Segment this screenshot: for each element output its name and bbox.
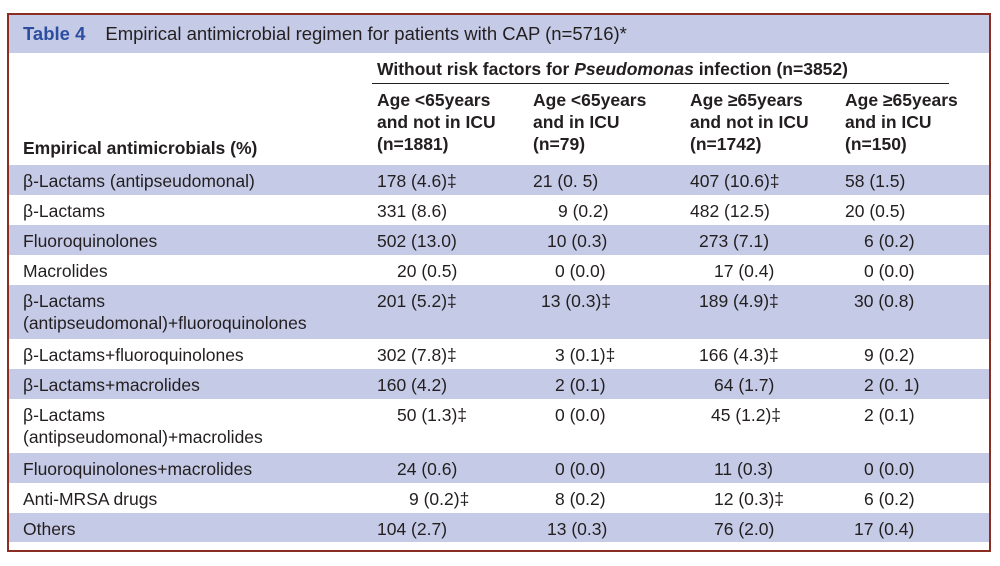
cell: 166 (4.3)‡ xyxy=(699,345,779,365)
row-label: Fluoroquinolones+macrolides xyxy=(23,459,253,479)
cell: 58 (1.5) xyxy=(845,171,906,191)
cell: 2 (0.1) xyxy=(555,375,606,395)
row-label: β-Lactams (antipseudomonal) xyxy=(23,171,255,191)
column-header-line: Age <65years xyxy=(377,90,491,110)
table-header: Without risk factors for Pseudomonas inf… xyxy=(9,55,989,165)
column-header-line: and in ICU xyxy=(845,112,932,132)
table-row: Anti-MRSA drugs 9 (0.2)‡ 8 (0.2) 12 (0.3… xyxy=(9,483,989,513)
cell: 64 (1.7) xyxy=(714,375,775,395)
cell: 50 (1.3)‡ xyxy=(397,405,468,425)
cell: 8 (0.2) xyxy=(555,489,606,509)
row-label: β-Lactams xyxy=(23,201,106,221)
column-header-line: Age ≥65years xyxy=(690,90,803,110)
cell: 407 (10.6)‡ xyxy=(690,171,780,191)
cell: 0 (0.0) xyxy=(555,261,606,281)
table-frame: Table 4 Empirical antimicrobial regimen … xyxy=(7,13,991,552)
column-header-4: Age ≥65years and in ICU (n=150) xyxy=(845,89,958,155)
cell: 482 (12.5) xyxy=(690,201,770,221)
column-header-2: Age <65years and in ICU (n=79) xyxy=(533,89,646,155)
cell: 0 (0.0) xyxy=(555,459,606,479)
cell: 9 (0.2) xyxy=(864,345,915,365)
cell: 0 (0.0) xyxy=(864,459,915,479)
column-header-line: Age ≥65years xyxy=(845,90,958,110)
cell: 3 (0.1)‡ xyxy=(555,345,616,365)
row-label: β-Lactams+macrolides xyxy=(23,375,200,395)
cell: 201 (5.2)‡ xyxy=(377,291,457,311)
cell: 76 (2.0) xyxy=(714,519,775,539)
group-header-pre: Without risk factors for xyxy=(377,59,575,79)
row-header: Empirical antimicrobials (%) xyxy=(23,138,258,158)
cell: 273 (7.1) xyxy=(699,231,770,251)
cell: 17 (0.4) xyxy=(854,519,915,539)
column-header-line: and in ICU xyxy=(533,112,620,132)
column-header-line: (n=150) xyxy=(845,134,907,154)
table-row: Others 104 (2.7) 13 (0.3) 76 (2.0) 17 (0… xyxy=(9,513,989,542)
column-header-line: and not in ICU xyxy=(690,112,809,132)
cell: 302 (7.8)‡ xyxy=(377,345,457,365)
row-label: Others xyxy=(23,519,76,539)
group-header-post: infection (n=3852) xyxy=(693,59,848,79)
cell: 21 (0. 5) xyxy=(533,171,599,191)
column-header-1: Age <65years and not in ICU (n=1881) xyxy=(377,89,496,155)
cell: 9 (0.2) xyxy=(558,201,609,221)
column-header-line: (n=1742) xyxy=(690,134,762,154)
row-label: β-Lactams (antipseudomonal)+fluoroquinol… xyxy=(23,290,307,334)
cell: 502 (13.0) xyxy=(377,231,457,251)
column-header-3: Age ≥65years and not in ICU (n=1742) xyxy=(690,89,809,155)
table-title: Empirical antimicrobial regimen for pati… xyxy=(105,23,627,44)
table-row: Macrolides 20 (0.5) 0 (0.0) 17 (0.4) 0 (… xyxy=(9,255,989,285)
row-label: Anti-MRSA drugs xyxy=(23,489,158,509)
table-row: β-Lactams (antipseudomonal) 178 (4.6)‡ 2… xyxy=(9,165,989,195)
cell: 331 (8.6) xyxy=(377,201,448,221)
cell: 104 (2.7) xyxy=(377,519,448,539)
row-label: β-Lactams+fluoroquinolones xyxy=(23,345,244,365)
group-header-emph: Pseudomonas xyxy=(574,59,694,79)
cell: 45 (1.2)‡ xyxy=(711,405,782,425)
cell: 2 (0. 1) xyxy=(864,375,920,395)
column-header-line: (n=1881) xyxy=(377,134,449,154)
cell: 10 (0.3) xyxy=(547,231,608,251)
row-label-line: β-Lactams xyxy=(23,291,106,311)
cell: 20 (0.5) xyxy=(397,261,458,281)
cell: 0 (0.0) xyxy=(555,405,606,425)
cell: 13 (0.3)‡ xyxy=(541,291,612,311)
table-row: Fluoroquinolones+macrolides 24 (0.6) 0 (… xyxy=(9,453,989,483)
group-header: Without risk factors for Pseudomonas inf… xyxy=(377,59,848,80)
cell: 160 (4.2) xyxy=(377,375,448,395)
row-label-line: (antipseudomonal)+fluoroquinolones xyxy=(23,313,307,333)
table-row: β-Lactams 331 (8.6) 9 (0.2) 482 (12.5) 2… xyxy=(9,195,989,225)
group-header-rule xyxy=(372,83,949,84)
table-row: β-Lactams+fluoroquinolones 302 (7.8)‡ 3 … xyxy=(9,339,989,369)
row-label-line: β-Lactams xyxy=(23,405,106,425)
cell: 20 (0.5) xyxy=(845,201,906,221)
row-label: Fluoroquinolones xyxy=(23,231,158,251)
row-label: Macrolides xyxy=(23,261,108,281)
cell: 189 (4.9)‡ xyxy=(699,291,779,311)
cell: 6 (0.2) xyxy=(864,489,915,509)
cell: 6 (0.2) xyxy=(864,231,915,251)
cell: 2 (0.1) xyxy=(864,405,915,425)
cell: 0 (0.0) xyxy=(864,261,915,281)
table-row: Fluoroquinolones 502 (13.0) 10 (0.3) 273… xyxy=(9,225,989,255)
column-header-line: Age <65years xyxy=(533,90,647,110)
cell: 9 (0.2)‡ xyxy=(409,489,470,509)
cell: 12 (0.3)‡ xyxy=(714,489,785,509)
table-row: β-Lactams+macrolides 160 (4.2) 2 (0.1) 6… xyxy=(9,369,989,399)
table-label: Table 4 xyxy=(23,23,86,44)
cell: 24 (0.6) xyxy=(397,459,458,479)
column-header-line: and not in ICU xyxy=(377,112,496,132)
row-label: β-Lactams (antipseudomonal)+macrolides xyxy=(23,404,263,448)
cell: 17 (0.4) xyxy=(714,261,775,281)
cell: 13 (0.3) xyxy=(547,519,608,539)
table-row: β-Lactams (antipseudomonal)+macrolides 5… xyxy=(9,399,989,453)
table-caption: Table 4 Empirical antimicrobial regimen … xyxy=(9,15,989,55)
table-row: β-Lactams (antipseudomonal)+fluoroquinol… xyxy=(9,285,989,339)
cell: 11 (0.3) xyxy=(714,459,774,479)
cell: 178 (4.6)‡ xyxy=(377,171,457,191)
cell: 30 (0.8) xyxy=(854,291,915,311)
row-label-line: (antipseudomonal)+macrolides xyxy=(23,427,263,447)
column-header-line: (n=79) xyxy=(533,134,586,154)
